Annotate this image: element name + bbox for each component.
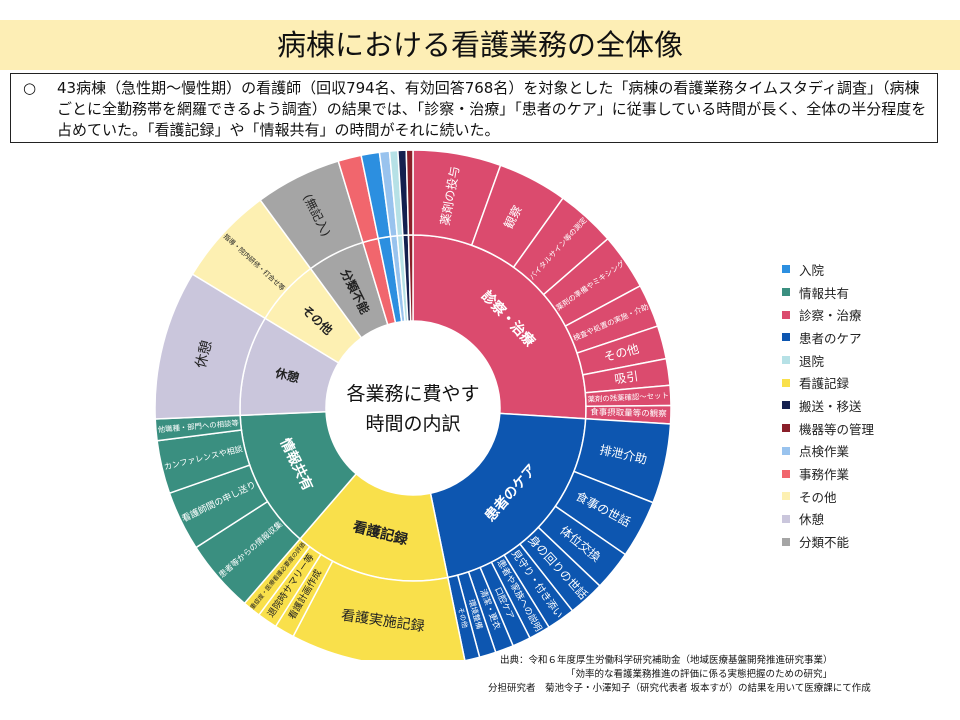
legend-item-1: 情報共有	[782, 281, 952, 304]
legend-swatch-0	[782, 265, 790, 274]
legend-swatch-12	[782, 537, 790, 546]
page-title: 病棟における看護業務の全体像	[276, 28, 683, 62]
legend-swatch-9	[782, 469, 790, 478]
legend-item-8: 点検作業	[782, 440, 952, 463]
legend-label-3: 患者のケア	[799, 330, 862, 346]
outer-label-0-6: 吸引	[614, 369, 640, 386]
summary-bullet: ○	[23, 79, 37, 97]
legend-item-3: 患者のケア	[782, 326, 952, 349]
legend-label-11: 休憩	[799, 512, 825, 528]
legend-item-5: 看護記録	[782, 371, 952, 394]
legend-label-9: 事務作業	[799, 467, 850, 483]
legend-label-6: 搬送・移送	[799, 398, 862, 414]
legend-swatch-2	[782, 310, 790, 319]
legend-swatch-10	[782, 492, 790, 501]
summary-box: ○ 43病棟（急性期〜慢性期）の看護師（回収794名、有効回答768名）を対象と…	[10, 73, 938, 143]
legend-swatch-8	[782, 446, 790, 455]
legend-swatch-4	[782, 356, 790, 365]
source-line-3: 分担研究者 菊池令子・小澤知子（研究代表者 坂本すが）の結果を用いて医療課にて作…	[488, 683, 871, 694]
legend-label-4: 退院	[799, 353, 825, 369]
legend-label-2: 診察・治療	[799, 308, 862, 324]
inner-label-4: 休憩	[273, 365, 301, 386]
legend-item-4: 退院	[782, 349, 952, 372]
outer-label-0-7: 薬剤の残薬確認〜セット	[587, 391, 669, 404]
legend-swatch-11	[782, 514, 790, 523]
title-band	[0, 20, 960, 70]
legend-item-7: 機器等の管理	[782, 417, 952, 440]
legend-swatch-1	[782, 288, 790, 297]
summary-text: 43病棟（急性期〜慢性期）の看護師（回収794名、有効回答768名）を対象とした…	[57, 79, 927, 139]
legend-item-12: 分類不能	[782, 530, 952, 553]
source-line-1: 出典：令和６年度厚生労働科学研究補助金（地域医療基盤開発推進研究事業）	[500, 655, 833, 666]
outer-slice-12-0	[405, 149, 414, 236]
legend-swatch-5	[782, 378, 790, 387]
legend-item-9: 事務作業	[782, 462, 952, 485]
legend-label-5: 看護記録	[799, 376, 850, 392]
outer-label-0-8: 食事摂取量等の観察	[590, 407, 667, 420]
source-line-2: 「効率的な看護業務推進の評価に係る実態把握のための研究」	[566, 669, 833, 680]
legend-item-11: 休憩	[782, 508, 952, 531]
legend-label-7: 機器等の管理	[799, 421, 875, 437]
legend-item-10: その他	[782, 485, 952, 508]
legend-label-8: 点検作業	[799, 444, 850, 460]
legend-item-0: 入院	[782, 258, 952, 281]
center-label-0: 各業務に費やす	[346, 383, 479, 405]
legend-swatch-7	[782, 424, 790, 433]
legend-label-0: 入院	[799, 262, 825, 278]
legend-swatch-6	[782, 401, 790, 410]
legend-item-6: 搬送・移送	[782, 394, 952, 417]
legend-label-1: 情報共有	[799, 285, 850, 301]
legend-item-2: 診察・治療	[782, 303, 952, 326]
center-label-1: 時間の内訳	[365, 413, 460, 435]
chart-legend: 入院情報共有診察・治療患者のケア退院看護記録搬送・移送機器等の管理 点検作業事務作…	[782, 258, 952, 553]
legend-swatch-3	[782, 333, 790, 342]
legend-label-10: その他	[799, 489, 837, 505]
legend-label-12: 分類不能	[799, 535, 850, 551]
outer-label-4-0: 休憩	[192, 339, 215, 370]
source-note: 出典：令和６年度厚生労働科学研究補助金（地域医療基盤開発推進研究事業） 「効率的…	[488, 654, 940, 696]
